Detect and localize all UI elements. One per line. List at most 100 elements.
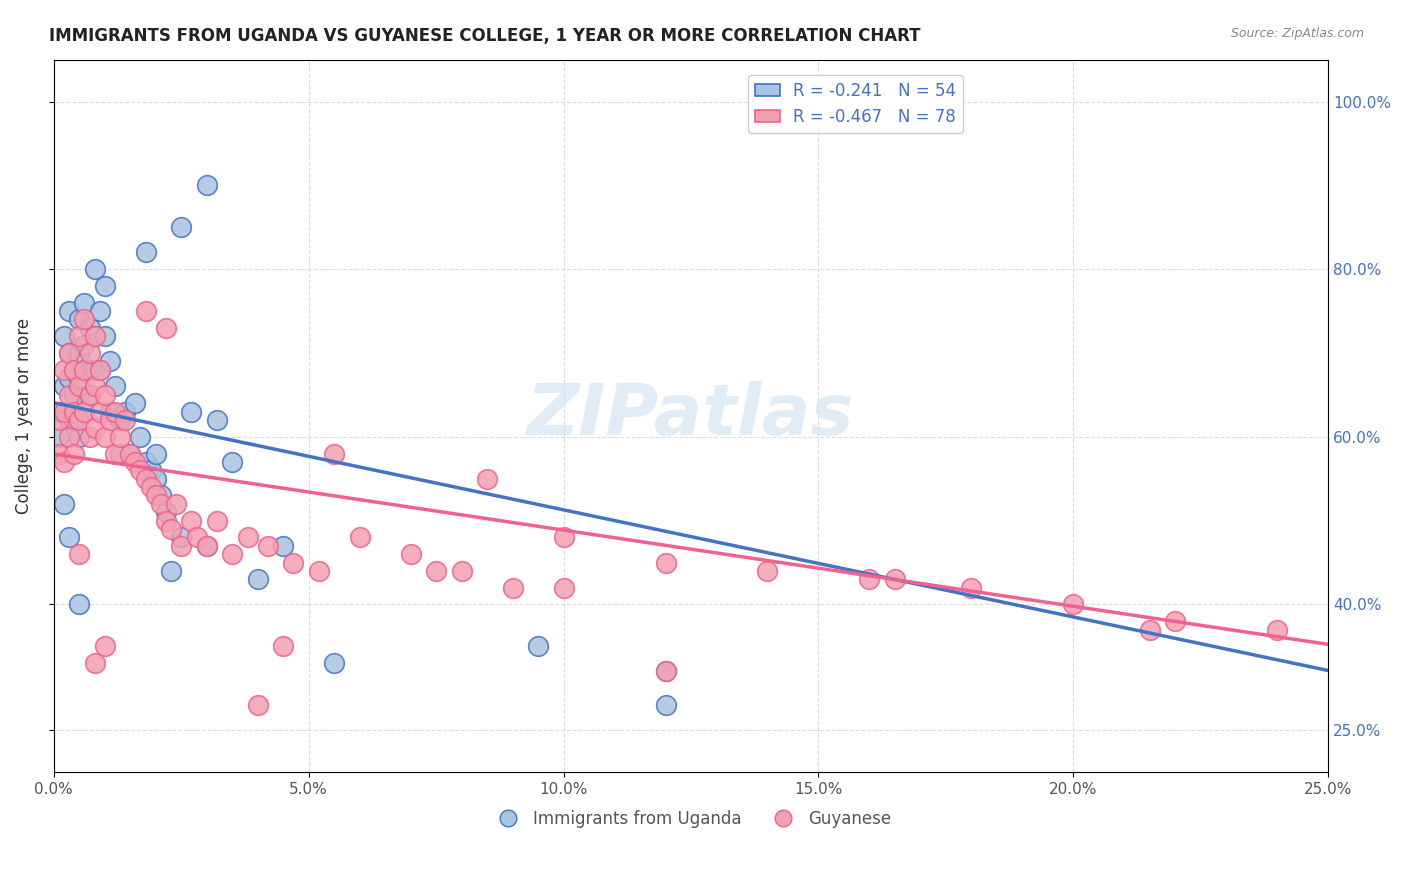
Point bbox=[94, 279, 117, 293]
Point bbox=[79, 388, 101, 402]
Point bbox=[83, 362, 105, 376]
Point bbox=[73, 362, 96, 376]
Point bbox=[67, 430, 90, 444]
Point bbox=[79, 321, 101, 335]
Point bbox=[108, 430, 131, 444]
Point bbox=[145, 488, 167, 502]
Text: IMMIGRANTS FROM UGANDA VS GUYANESE COLLEGE, 1 YEAR OR MORE CORRELATION CHART: IMMIGRANTS FROM UGANDA VS GUYANESE COLLE… bbox=[49, 27, 921, 45]
Point bbox=[83, 421, 105, 435]
Point bbox=[349, 530, 371, 544]
Point bbox=[170, 539, 193, 553]
Point bbox=[114, 404, 136, 418]
Point bbox=[53, 404, 76, 418]
Point bbox=[180, 404, 202, 418]
Point bbox=[67, 329, 90, 343]
Point bbox=[89, 362, 111, 376]
Point bbox=[79, 430, 101, 444]
Point bbox=[1164, 614, 1187, 628]
Point bbox=[67, 312, 90, 326]
Point bbox=[756, 564, 779, 578]
Point bbox=[67, 371, 90, 385]
Point bbox=[323, 446, 346, 460]
Point bbox=[135, 472, 157, 486]
Point bbox=[205, 413, 228, 427]
Point bbox=[221, 547, 243, 561]
Point bbox=[170, 220, 193, 235]
Point bbox=[58, 346, 80, 360]
Point bbox=[104, 404, 127, 418]
Point bbox=[48, 430, 70, 444]
Point bbox=[323, 656, 346, 670]
Point bbox=[98, 404, 121, 418]
Point bbox=[89, 362, 111, 376]
Point bbox=[195, 539, 218, 553]
Point bbox=[155, 321, 177, 335]
Text: Source: ZipAtlas.com: Source: ZipAtlas.com bbox=[1230, 27, 1364, 40]
Point bbox=[98, 354, 121, 368]
Point bbox=[527, 640, 550, 654]
Point bbox=[960, 581, 983, 595]
Point bbox=[160, 564, 183, 578]
Point bbox=[186, 530, 208, 544]
Point bbox=[271, 539, 294, 553]
Point bbox=[399, 547, 422, 561]
Point bbox=[94, 640, 117, 654]
Point bbox=[48, 446, 70, 460]
Point bbox=[63, 362, 86, 376]
Point bbox=[83, 329, 105, 343]
Point bbox=[58, 388, 80, 402]
Point bbox=[124, 396, 146, 410]
Point bbox=[221, 455, 243, 469]
Point bbox=[180, 514, 202, 528]
Point bbox=[1139, 623, 1161, 637]
Point bbox=[58, 346, 80, 360]
Point bbox=[308, 564, 330, 578]
Point bbox=[83, 379, 105, 393]
Point bbox=[53, 497, 76, 511]
Point bbox=[48, 413, 70, 427]
Point bbox=[58, 371, 80, 385]
Point bbox=[79, 388, 101, 402]
Point bbox=[114, 413, 136, 427]
Point bbox=[94, 388, 117, 402]
Point bbox=[425, 564, 447, 578]
Point bbox=[246, 572, 269, 586]
Point bbox=[73, 337, 96, 351]
Point bbox=[79, 362, 101, 376]
Point bbox=[195, 539, 218, 553]
Point bbox=[63, 446, 86, 460]
Point bbox=[63, 362, 86, 376]
Point bbox=[205, 514, 228, 528]
Legend: Immigrants from Uganda, Guyanese: Immigrants from Uganda, Guyanese bbox=[484, 804, 897, 835]
Point bbox=[654, 556, 676, 570]
Point bbox=[53, 329, 76, 343]
Point bbox=[195, 178, 218, 193]
Point bbox=[63, 413, 86, 427]
Point bbox=[58, 413, 80, 427]
Point bbox=[79, 346, 101, 360]
Point bbox=[73, 404, 96, 418]
Point bbox=[89, 404, 111, 418]
Point bbox=[108, 413, 131, 427]
Point bbox=[145, 446, 167, 460]
Point bbox=[135, 455, 157, 469]
Point bbox=[654, 698, 676, 712]
Point bbox=[283, 556, 305, 570]
Point bbox=[48, 404, 70, 418]
Point bbox=[883, 572, 905, 586]
Point bbox=[160, 522, 183, 536]
Y-axis label: College, 1 year or more: College, 1 year or more bbox=[15, 318, 32, 514]
Point bbox=[149, 488, 172, 502]
Point bbox=[654, 665, 676, 679]
Point bbox=[135, 304, 157, 318]
Point bbox=[63, 388, 86, 402]
Point bbox=[450, 564, 472, 578]
Point bbox=[149, 497, 172, 511]
Point bbox=[53, 362, 76, 376]
Point bbox=[94, 329, 117, 343]
Point bbox=[58, 530, 80, 544]
Point bbox=[475, 472, 498, 486]
Point bbox=[139, 463, 162, 477]
Point bbox=[83, 656, 105, 670]
Point bbox=[67, 598, 90, 612]
